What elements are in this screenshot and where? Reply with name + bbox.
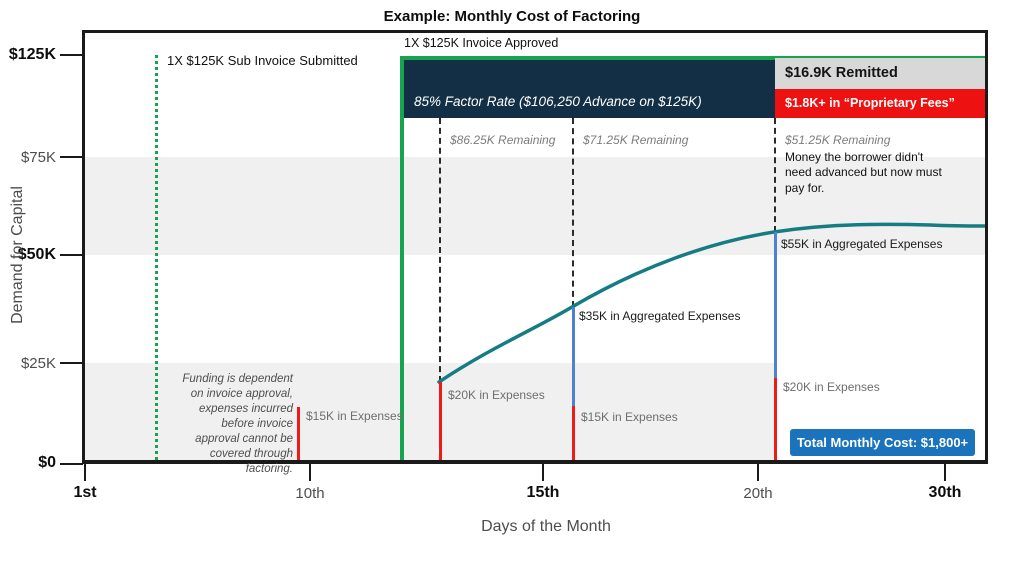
y-tick-mark-0 [60,463,83,465]
funding-note: Funding is dependent on invoice approval… [182,373,293,475]
expense-label-day10: $15K in Expenses [306,409,403,423]
factor-rate-text: 85% Factor Rate ($106,250 Advance on $12… [414,94,702,109]
sub-invoice-submitted-line [155,55,158,460]
y-axis-title: Demand for Capital [9,186,26,324]
x-tick-label-1st: 1st [73,484,97,501]
gridline-band-75k-50k [85,157,985,255]
total-cost-badge: Total Monthly Cost: $1,800+ [790,429,975,456]
x-tick-mark-15th [542,464,544,481]
invoice-approved-region [400,56,985,460]
remaining-note: Money the borrower didn't need advanced … [785,150,942,195]
expense-line-day13 [439,382,442,460]
x-tick-label-10th: 10th [295,485,325,502]
y-tick-label-75k: $75K [20,149,56,166]
aggregated-line-day20 [774,232,777,378]
y-tick-mark-75k [60,156,83,158]
chart-title: Example: Monthly Cost of Factoring [383,8,641,25]
expense-label-day13: $20K in Expenses [448,388,545,402]
x-tick-mark-10th [309,464,311,481]
y-tick-mark-50k [60,254,83,256]
gridline-band-25k-0 [85,363,775,460]
remitted-banner: $16.9K Remitted [775,58,985,89]
expense-label-day16: $15K in Expenses [581,410,678,424]
expense-line-day16 [572,406,575,460]
y-tick-label-25k: $25K [20,355,56,372]
remaining-label-3: $51.25K Remaining [785,133,891,147]
remaining-marker-line-1 [439,118,441,382]
aggregated-label-35k: $35K in Aggregated Expenses [579,309,741,323]
factor-rate-banner: 85% Factor Rate ($106,250 Advance on $12… [404,60,775,118]
plot-area: 1X $125K Sub Invoice Submitted 1X $125K … [82,30,988,475]
y-tick-label-125k: $125K [8,46,56,63]
y-tick-mark-25k [60,362,83,364]
x-tick-mark-20th [757,464,759,481]
expense-line-day10 [297,407,300,460]
expense-line-day20 [774,378,777,460]
x-axis-title: Days of the Month [481,518,611,535]
expense-label-day20: $20K in Expenses [783,380,880,394]
remaining-marker-line-2 [572,118,574,307]
y-tick-label-50k: $50K [17,246,56,263]
x-tick-label-15th: 15th [526,484,560,501]
y-tick-label-0: $0 [38,454,56,471]
invoice-approved-label: 1X $125K Invoice Approved [404,36,559,50]
aggregated-label-55k: $55K in Aggregated Expenses [781,237,943,251]
x-tick-label-20th: 20th [743,485,773,502]
x-tick-mark-30th [944,464,946,481]
sub-invoice-submitted-label: 1X $125K Sub Invoice Submitted [167,53,358,68]
aggregated-line-day16 [572,307,575,406]
remaining-label-2: $71.25K Remaining [583,133,689,147]
x-tick-mark-1st [84,464,86,481]
remaining-marker-line-3 [774,118,776,232]
y-tick-mark-125k [60,54,83,56]
proprietary-fees-banner: $1.8K+ in “Proprietary Fees” [775,89,985,118]
aggregated-expenses-curve [437,222,985,384]
remaining-label-1: $86.25K Remaining [450,133,556,147]
x-tick-label-30th: 30th [928,484,962,501]
